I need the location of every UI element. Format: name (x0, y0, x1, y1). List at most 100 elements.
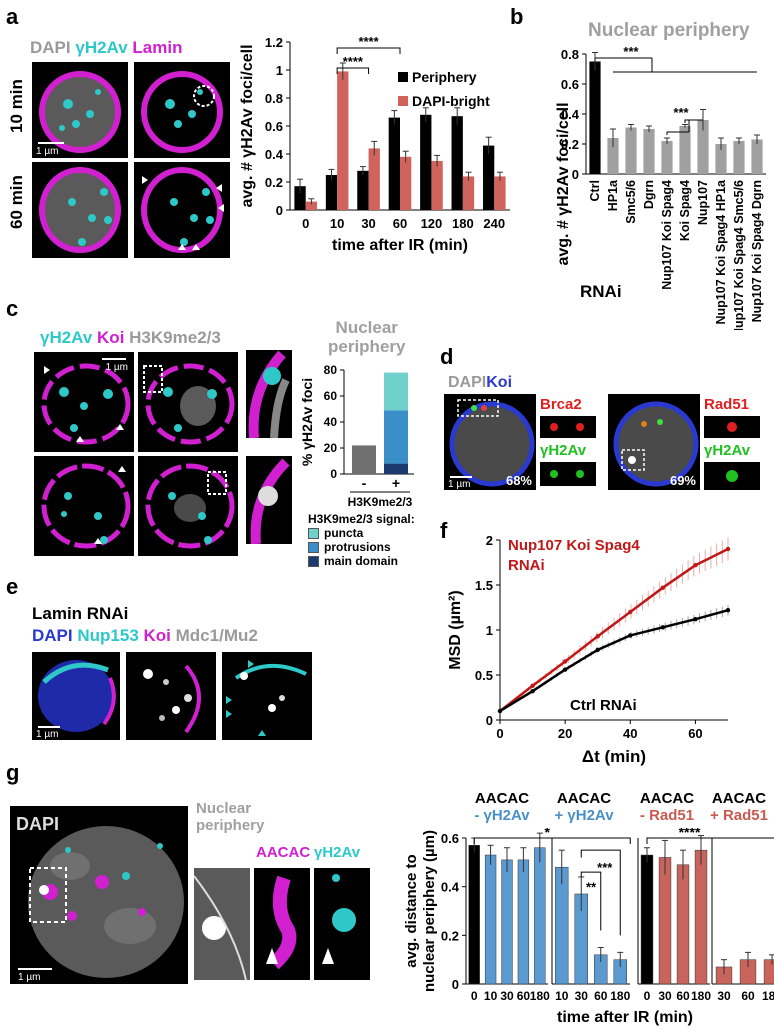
x-tick-label: Koi Spag4 (678, 180, 692, 241)
zoom-gh2av-right (704, 462, 760, 490)
panel-b-xlabel: RNAi (580, 282, 622, 301)
legend-label: Periphery (412, 69, 477, 85)
group-title-2: AACAC + γH2Av (554, 790, 614, 824)
sig-bracket (666, 119, 703, 135)
y-tick-label: 0 (452, 977, 459, 992)
percent-label: 69% (669, 473, 696, 488)
nucleus-image (143, 363, 235, 445)
y-axis-label: nuclear periphery (µm) (421, 830, 438, 992)
x-tick-label: 180 (762, 989, 774, 1003)
bar (640, 854, 654, 985)
nucleus-image (141, 71, 223, 153)
bar (715, 144, 727, 174)
x-tick-label: 60 (393, 216, 407, 231)
y-tick-label: 1.5 (475, 578, 493, 593)
nucleus-image (145, 463, 235, 549)
sig-bracket (473, 837, 631, 844)
y-tick-label: 0.5 (475, 668, 493, 683)
micrograph-a-10min-merge: 1 µm (32, 62, 128, 158)
bar-plus-segment (384, 463, 408, 474)
bar (501, 859, 513, 985)
nucleus-image (613, 401, 699, 487)
panel-c-channels: γH2Av Koi H3K9me2/3 (40, 328, 221, 348)
x-tick-label: 0 (471, 989, 478, 1003)
zoom-g-gh2av (314, 868, 370, 980)
periphery-line1: Nuclear (196, 800, 252, 817)
x-tick-label: 30 (361, 216, 375, 231)
micrograph-c-zoom-2 (246, 456, 292, 544)
micrograph-c-1: 1 µm (34, 352, 134, 452)
legend-items: puncta protrusions main domain (308, 526, 415, 568)
channel-mdc1: Mdc1/Mu2 (175, 626, 258, 645)
micrograph-e-merge (222, 652, 312, 740)
scalebar (450, 476, 472, 478)
y-tick-label: 0 (572, 167, 579, 182)
data-point (660, 585, 666, 590)
y-tick-label: 0.4 (265, 147, 284, 162)
nucleus-image (39, 71, 121, 153)
bar-dapi-bright (368, 148, 380, 210)
x-tick-label: 180 (530, 989, 550, 1003)
sig-label: **** (679, 828, 701, 840)
micrograph-a-60min-lamin (134, 162, 230, 258)
y-tick-label: 0.6 (561, 77, 579, 92)
channel-h3k9: H3K9me2/3 (129, 328, 221, 347)
panel-letter-e: e (6, 574, 19, 599)
legend-title: H3K9me2/3 signal: (308, 512, 415, 526)
sig-bracket (580, 871, 602, 931)
bar-periphery (482, 145, 495, 210)
bar (697, 120, 709, 174)
y-tick-label: 1 (486, 623, 493, 638)
micrograph-c-4 (138, 456, 238, 556)
x-tick-label: 20 (558, 726, 572, 741)
data-point (660, 625, 666, 630)
x-tick-label: 30 (658, 989, 672, 1003)
channel-nup153: Nup153 (77, 626, 139, 645)
x-tick-label: 180 (691, 989, 711, 1003)
y-tick-label: 0 (276, 203, 283, 218)
micrograph-a-60min-merge (32, 162, 128, 258)
scalebar-label: 1 µm (105, 362, 128, 373)
nuclear-periphery-label: Nuclear periphery (196, 800, 264, 834)
panel-letter-f: f (440, 518, 448, 543)
y-tick-label: 0.6 (441, 831, 459, 846)
x-tick-label: 30 (500, 989, 514, 1003)
x-tick-label: + (392, 475, 400, 491)
x-tick-label: 60 (741, 989, 755, 1003)
scalebar-label: 1 µm (448, 479, 471, 490)
x-tick-label: 0 (496, 726, 503, 741)
bar (763, 959, 774, 985)
scalebar (38, 142, 64, 144)
x-tick-label: 30 (575, 989, 589, 1003)
label-rad51: Rad51 (704, 396, 750, 413)
y-tick-label: 60 (324, 389, 338, 403)
x-tick-label: - (362, 475, 367, 491)
chart-c: 0 20 40 60 80 - + H3K9me2/3 % γH2Av foci (299, 363, 414, 509)
panel-letter-a: a (6, 4, 19, 29)
bar-plus-segment (384, 372, 408, 411)
bar-minus (352, 445, 376, 474)
zoom-rad51 (704, 416, 760, 438)
legend-label: main domain (324, 554, 399, 568)
data-point (562, 667, 568, 672)
bar (589, 61, 601, 174)
y-tick-label: 0.8 (265, 91, 283, 106)
legend-swatch (398, 96, 408, 106)
data-point (628, 609, 633, 615)
y-tick-label: 0.2 (561, 137, 579, 152)
gh2av-label: γH2Av (314, 844, 361, 861)
y-tick-label: 1 (276, 63, 283, 78)
y-tick-label: 80 (324, 363, 338, 377)
nucleus-image (449, 399, 535, 487)
y-tick-label: 0.2 (265, 175, 283, 190)
y-tick-label: 20 (324, 441, 338, 455)
nucleus-image (39, 167, 121, 253)
x-tick-label: Nup107 Koi Spag4 Smc5/6 (732, 180, 746, 330)
bar (468, 845, 480, 985)
micrograph-e-dapi: 1 µm (32, 652, 120, 740)
channel-gh2av: γH2Av (75, 38, 128, 57)
channel-lamin: Lamin (132, 38, 183, 57)
data-point (725, 608, 731, 613)
channel-koi: Koi (486, 374, 513, 391)
y-tick-label: 0.8 (561, 47, 579, 62)
